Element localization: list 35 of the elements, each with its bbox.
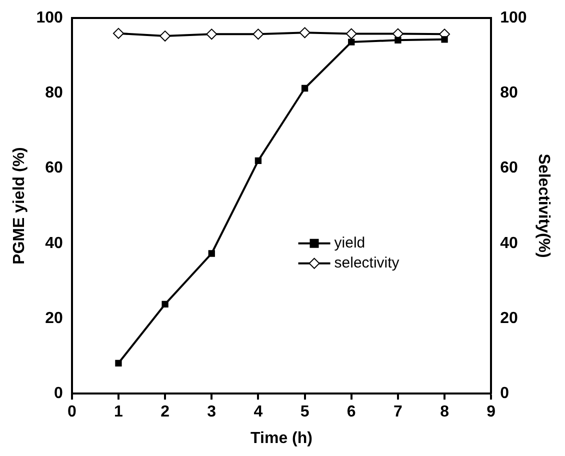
y2-tick-label: 40 [500,234,518,252]
y2-tick-label: 60 [500,160,518,177]
y2-tick-label: 80 [500,84,518,102]
y-tick-label: 0 [54,385,63,402]
x-tick-label: 9 [486,404,496,421]
y-tick-label: 20 [45,310,63,327]
x-axis-title: Time (h) [250,430,312,447]
point [301,84,308,92]
point [394,36,402,44]
x-tick-label: 6 [346,404,356,421]
y2-tick-label: 100 [500,9,527,26]
point [115,360,122,367]
y-tick-label: 80 [45,84,63,102]
legend-label: selectivity [334,254,400,272]
x-tick-label: 0 [67,404,76,421]
x-tick-label: 3 [207,404,216,421]
point [441,36,448,43]
y-axis-title: PGME yield (%) [11,147,28,264]
point [254,157,262,164]
x-tick-label: 7 [393,404,402,421]
y-tick-label: 100 [36,9,63,26]
y2-tick-label: 0 [500,385,510,402]
x-tick-label: 2 [160,404,170,421]
y-tick-label: 60 [45,160,63,177]
point [348,38,355,46]
y2-axis-title: Selectivity(%) [534,154,552,258]
x-tick-label: 5 [300,404,310,421]
y-tick-label: 40 [45,234,63,252]
legend-label: yield [334,234,366,252]
y2-tick-label: 20 [500,310,518,327]
x-tick-label: 8 [440,404,450,421]
x-tick-label: 1 [114,404,124,421]
point [208,250,215,257]
x-tick-label: 4 [254,404,263,421]
point [162,300,168,308]
